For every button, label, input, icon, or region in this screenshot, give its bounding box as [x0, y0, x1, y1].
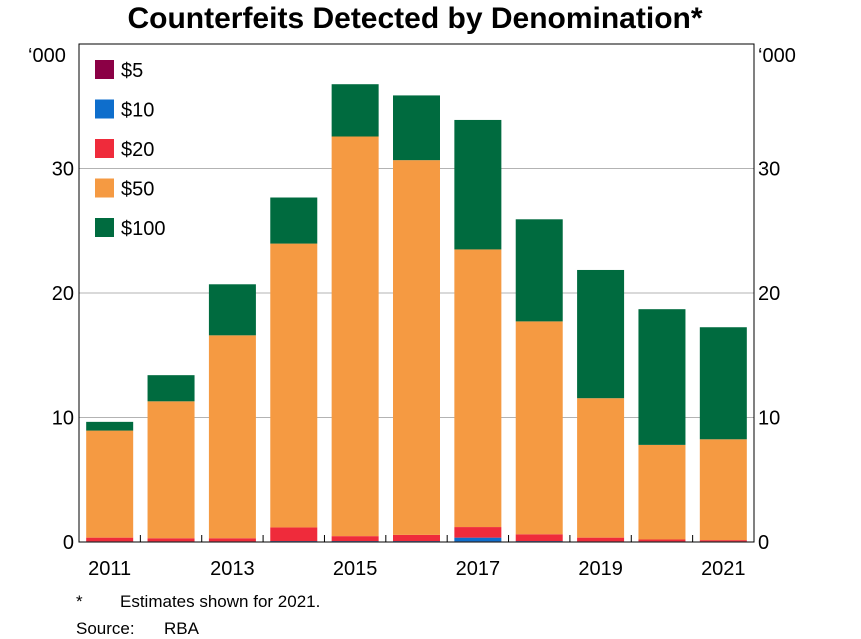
y-tick-label-left: 30 — [52, 159, 74, 181]
y-tick-label-left: 0 — [63, 532, 74, 554]
x-tick-label: 2019 — [578, 558, 623, 580]
bar-2011-d50 — [86, 431, 133, 538]
bar-2011-d100 — [86, 422, 133, 431]
bar-2020-d100 — [638, 309, 685, 445]
bar-2021-d20 — [700, 540, 747, 541]
bar-2018-d50 — [516, 321, 563, 534]
bar-2012-d100 — [148, 375, 195, 401]
x-tick-label: 2017 — [456, 558, 501, 580]
bar-2017-d10 — [454, 538, 501, 542]
legend-label: $10 — [121, 100, 154, 122]
bar-2020-d50 — [638, 445, 685, 540]
y-tick-label-right: 30 — [758, 159, 780, 181]
bar-2018-d20 — [516, 534, 563, 541]
x-tick-label: 2013 — [210, 558, 255, 580]
bar-2015-d20 — [332, 536, 379, 541]
bar-2016-d50 — [393, 160, 440, 535]
bar-2015-d50 — [332, 137, 379, 537]
bar-2013-d20 — [209, 538, 256, 541]
bar-2012-d20 — [148, 538, 195, 541]
bar-2020-d20 — [638, 540, 685, 542]
legend-swatch — [95, 100, 114, 119]
y-tick-label-right: 10 — [758, 408, 780, 430]
bar-2019-d50 — [577, 398, 624, 537]
x-tick-label: 2011 — [88, 558, 131, 580]
source-label: Source: — [76, 619, 164, 639]
bar-2014-d50 — [270, 244, 317, 528]
bar-2017-d20 — [454, 527, 501, 538]
y-tick-label-left: 10 — [52, 408, 74, 430]
bar-2014-d100 — [270, 198, 317, 244]
y-tick-label-right: 0 — [758, 532, 769, 554]
legend-swatch — [95, 218, 114, 237]
y-tick-label-left: 20 — [52, 283, 74, 305]
legend-swatch — [95, 179, 114, 198]
bar-2012-d50 — [148, 401, 195, 538]
bar-2013-d50 — [209, 335, 256, 538]
left-unit-label: ‘000 — [28, 45, 66, 67]
bars — [86, 84, 747, 542]
bar-2016-d100 — [393, 95, 440, 160]
bar-2017-d100 — [454, 120, 501, 249]
bar-2018-d100 — [516, 219, 563, 321]
y-tick-label-right: 20 — [758, 283, 780, 305]
bar-2016-d20 — [393, 535, 440, 541]
footnote-text: Estimates shown for 2021. — [120, 592, 320, 611]
bar-2019-d20 — [577, 538, 624, 542]
bar-2021-d100 — [700, 327, 747, 439]
legend-label: $5 — [121, 60, 143, 82]
bar-2017-d50 — [454, 249, 501, 527]
source-text: RBA — [164, 619, 199, 638]
bar-2013-d100 — [209, 284, 256, 335]
source-note: Source:RBA — [76, 619, 199, 639]
footnote: *Estimates shown for 2021. — [76, 592, 320, 612]
bar-2015-d100 — [332, 84, 379, 136]
bar-2019-d100 — [577, 270, 624, 398]
bar-2021-d50 — [700, 439, 747, 540]
bar-2011-d20 — [86, 538, 133, 542]
legend: $5 $10 $20 $50 $100 — [95, 60, 166, 240]
legend-swatch — [95, 139, 114, 158]
right-unit-label: ‘000 — [758, 45, 796, 67]
legend-label: $20 — [121, 139, 154, 161]
legend-label: $100 — [121, 218, 166, 240]
x-tick-label: 2021 — [701, 558, 746, 580]
legend-swatch — [95, 60, 114, 79]
bar-2014-d20 — [270, 527, 317, 541]
legend-label: $50 — [121, 179, 154, 201]
footnote-marker: * — [76, 592, 120, 612]
x-tick-label: 2015 — [333, 558, 378, 580]
